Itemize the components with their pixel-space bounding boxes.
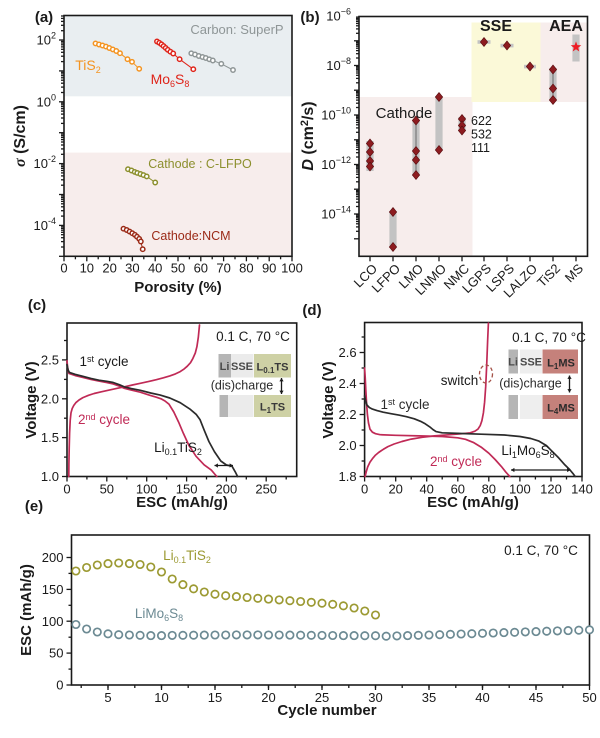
svg-text:L4MS: L4MS — [547, 403, 575, 417]
svg-text:SSE: SSE — [520, 357, 542, 369]
svg-text:1.5: 1.5 — [41, 430, 59, 445]
svg-text:2.2: 2.2 — [339, 407, 357, 422]
svg-text:2.0: 2.0 — [339, 438, 357, 453]
svg-text:532: 532 — [471, 128, 492, 142]
svg-text:Cycle number: Cycle number — [277, 702, 376, 719]
svg-text:80: 80 — [239, 260, 253, 275]
svg-text:(dis)charge: (dis)charge — [499, 377, 562, 391]
svg-text:ESC (mAh/g): ESC (mAh/g) — [18, 564, 35, 656]
svg-text:SSE: SSE — [231, 361, 253, 373]
svg-text:35: 35 — [422, 690, 436, 705]
svg-text:40: 40 — [148, 260, 162, 275]
svg-text:10: 10 — [154, 690, 168, 705]
svg-text:70: 70 — [216, 260, 230, 275]
svg-text:Cathode:NCM: Cathode:NCM — [151, 229, 230, 243]
svg-text:100: 100 — [42, 614, 64, 629]
svg-text:Li: Li — [508, 357, 518, 369]
svg-text:0: 0 — [361, 482, 368, 497]
svg-text:100: 100 — [281, 260, 303, 275]
svg-text:L1TS: L1TS — [260, 402, 285, 416]
svg-text:40: 40 — [419, 482, 433, 497]
svg-text:1.0: 1.0 — [41, 469, 59, 484]
svg-text:LiMo6S8: LiMo6S8 — [135, 606, 183, 623]
svg-text:0: 0 — [56, 678, 63, 693]
svg-text:140: 140 — [571, 482, 593, 497]
svg-text:10: 10 — [80, 260, 94, 275]
svg-text:200: 200 — [42, 550, 64, 565]
svg-text:Li1Mo6S8: Li1Mo6S8 — [501, 443, 554, 460]
svg-text:(dis)charge: (dis)charge — [211, 379, 274, 393]
svg-text:D (cm2/s): D (cm2/s) — [299, 101, 317, 170]
svg-text:Li0.1TiS2: Li0.1TiS2 — [154, 440, 202, 457]
svg-text:100: 100 — [136, 482, 158, 497]
svg-text:200: 200 — [216, 482, 238, 497]
svg-text:(e): (e) — [25, 498, 43, 515]
svg-text:1st cycle: 1st cycle — [380, 397, 429, 412]
svg-text:20: 20 — [261, 690, 275, 705]
svg-text:Li: Li — [220, 361, 230, 373]
svg-text:Cathode : C-LFPO: Cathode : C-LFPO — [148, 157, 252, 171]
svg-text:0.1 C, 70 °C: 0.1 C, 70 °C — [504, 543, 578, 558]
svg-text:25: 25 — [315, 690, 329, 705]
svg-text:30: 30 — [125, 260, 139, 275]
svg-text:40: 40 — [475, 690, 489, 705]
svg-text:20: 20 — [388, 482, 402, 497]
svg-text:111: 111 — [471, 141, 490, 155]
svg-text:1st cycle: 1st cycle — [79, 354, 128, 369]
svg-text:0: 0 — [60, 260, 67, 275]
svg-text:15: 15 — [208, 690, 222, 705]
svg-text:120: 120 — [540, 482, 562, 497]
svg-text:2.4: 2.4 — [339, 376, 357, 391]
svg-text:Li0.1TiS2: Li0.1TiS2 — [163, 548, 211, 565]
svg-text:Mo6S8: Mo6S8 — [151, 71, 190, 89]
svg-text:L1MS: L1MS — [547, 358, 575, 372]
svg-text:45: 45 — [529, 690, 543, 705]
svg-text:50: 50 — [582, 690, 596, 705]
svg-text:ESC (mAh/g): ESC (mAh/g) — [136, 494, 228, 511]
svg-text:(c): (c) — [28, 297, 46, 314]
svg-text:Porosity (%): Porosity (%) — [134, 279, 222, 296]
svg-text:80: 80 — [482, 482, 496, 497]
svg-text:SSE: SSE — [480, 18, 512, 35]
svg-text:(d): (d) — [302, 302, 321, 319]
svg-text:60: 60 — [194, 260, 208, 275]
svg-text:50: 50 — [171, 260, 185, 275]
svg-text:switch: switch — [441, 373, 479, 388]
svg-text:σ (S/cm): σ (S/cm) — [12, 105, 29, 167]
svg-text:5: 5 — [104, 690, 111, 705]
svg-text:Voltage (V): Voltage (V) — [23, 361, 40, 438]
svg-text:1.8: 1.8 — [339, 469, 357, 484]
svg-text:150: 150 — [42, 582, 64, 597]
svg-text:50: 50 — [49, 646, 63, 661]
svg-text:ESC (mAh/g): ESC (mAh/g) — [427, 494, 519, 511]
svg-text:(a): (a) — [35, 9, 53, 26]
svg-text:2.6: 2.6 — [339, 345, 357, 360]
svg-text:2.5: 2.5 — [41, 352, 59, 367]
svg-text:2.0: 2.0 — [41, 391, 59, 406]
svg-text:Voltage (V): Voltage (V) — [320, 361, 337, 438]
svg-text:622: 622 — [471, 114, 492, 128]
svg-text:0: 0 — [63, 482, 70, 497]
svg-text:60: 60 — [451, 482, 465, 497]
svg-text:Cathode: Cathode — [376, 105, 433, 122]
svg-text:2nd cycle: 2nd cycle — [430, 454, 482, 469]
svg-text:20: 20 — [102, 260, 116, 275]
svg-text:0.1 C, 70 °C: 0.1 C, 70 °C — [216, 329, 290, 344]
svg-text:0.1 C, 70 °C: 0.1 C, 70 °C — [512, 330, 586, 345]
svg-text:250: 250 — [255, 482, 277, 497]
svg-text:Carbon: SuperP: Carbon: SuperP — [190, 22, 283, 37]
svg-text:50: 50 — [100, 482, 114, 497]
svg-text:100: 100 — [509, 482, 531, 497]
svg-text:AEA: AEA — [549, 18, 583, 35]
svg-text:90: 90 — [262, 260, 276, 275]
svg-text:TiS2: TiS2 — [75, 57, 101, 75]
svg-text:(b): (b) — [300, 9, 319, 26]
svg-text:30: 30 — [368, 690, 382, 705]
svg-text:150: 150 — [176, 482, 198, 497]
